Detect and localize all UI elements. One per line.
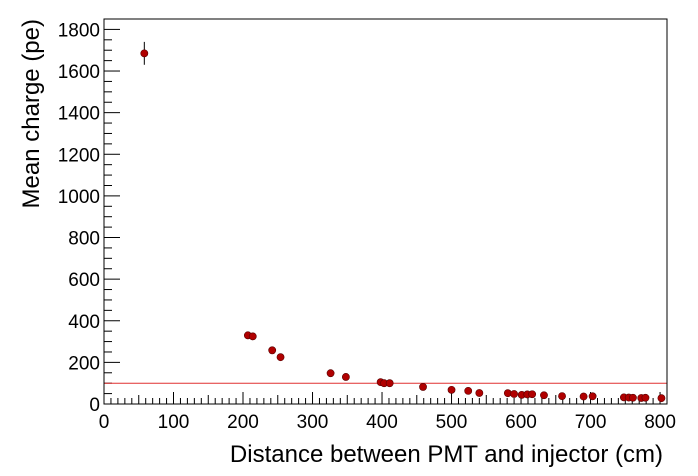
- point-marker: [510, 390, 518, 398]
- x-tick-label: 800: [644, 412, 676, 433]
- x-tick-label: 300: [297, 412, 329, 433]
- data-point: [140, 41, 149, 65]
- axis-ticks: [103, 18, 668, 405]
- plot-frame: [103, 18, 668, 405]
- point-marker: [588, 392, 597, 401]
- x-axis-title: Distance between PMT and injector (cm): [230, 441, 663, 468]
- point-marker: [268, 346, 277, 355]
- data-point: [558, 392, 566, 400]
- data-point: [447, 385, 456, 394]
- data-point: [326, 369, 335, 378]
- point-marker: [276, 353, 285, 362]
- y-tick-label: 600: [68, 270, 100, 291]
- point-marker: [447, 385, 456, 394]
- data-point: [475, 389, 484, 397]
- x-tick-label: 700: [575, 412, 607, 433]
- data-point: [588, 392, 597, 401]
- x-tick-label: 600: [505, 412, 537, 433]
- data-point: [464, 386, 473, 395]
- data-point: [579, 392, 588, 401]
- point-marker: [341, 373, 350, 381]
- data-point: [385, 379, 394, 388]
- data-point: [528, 390, 537, 399]
- y-tick-label: 400: [68, 312, 100, 333]
- y-tick-label: 1000: [58, 187, 100, 208]
- point-marker: [464, 386, 473, 395]
- point-marker: [419, 383, 427, 391]
- data-point: [657, 394, 666, 403]
- data-point: [268, 346, 277, 355]
- x-tick-label: 0: [99, 412, 110, 433]
- point-marker: [248, 332, 257, 341]
- y-tick-label: 0: [89, 395, 100, 416]
- point-marker: [629, 393, 637, 402]
- data-point: [510, 390, 518, 398]
- x-tick-label: 100: [158, 412, 190, 433]
- data-point: [248, 332, 257, 341]
- data-points: [140, 41, 666, 403]
- data-point: [641, 393, 650, 402]
- point-marker: [558, 392, 566, 400]
- point-marker: [326, 369, 335, 378]
- data-point: [276, 353, 285, 362]
- x-tick-label: 400: [366, 412, 398, 433]
- y-tick-label: 1200: [58, 145, 100, 166]
- point-marker: [140, 49, 149, 58]
- x-tick-label: 200: [227, 412, 259, 433]
- point-marker: [641, 393, 650, 402]
- y-tick-label: 1800: [58, 20, 100, 41]
- y-tick-label: 200: [68, 353, 100, 374]
- data-point: [341, 373, 350, 381]
- point-marker: [385, 379, 394, 388]
- y-tick-label: 800: [68, 229, 100, 250]
- point-marker: [540, 391, 548, 400]
- y-axis-title: Mean charge (pe): [18, 19, 45, 208]
- y-tick-label: 1600: [58, 62, 100, 83]
- point-marker: [475, 389, 484, 397]
- data-point: [419, 383, 427, 391]
- x-tick-label: 500: [436, 412, 468, 433]
- data-point: [540, 391, 548, 400]
- point-marker: [579, 392, 588, 401]
- data-point: [629, 393, 637, 402]
- y-tick-label: 1400: [58, 104, 100, 125]
- point-marker: [657, 394, 666, 403]
- point-marker: [528, 390, 537, 399]
- tick-labels: 0 100 200 300 400 500 600 700 800 0 200 400 600 800 10…: [58, 20, 676, 433]
